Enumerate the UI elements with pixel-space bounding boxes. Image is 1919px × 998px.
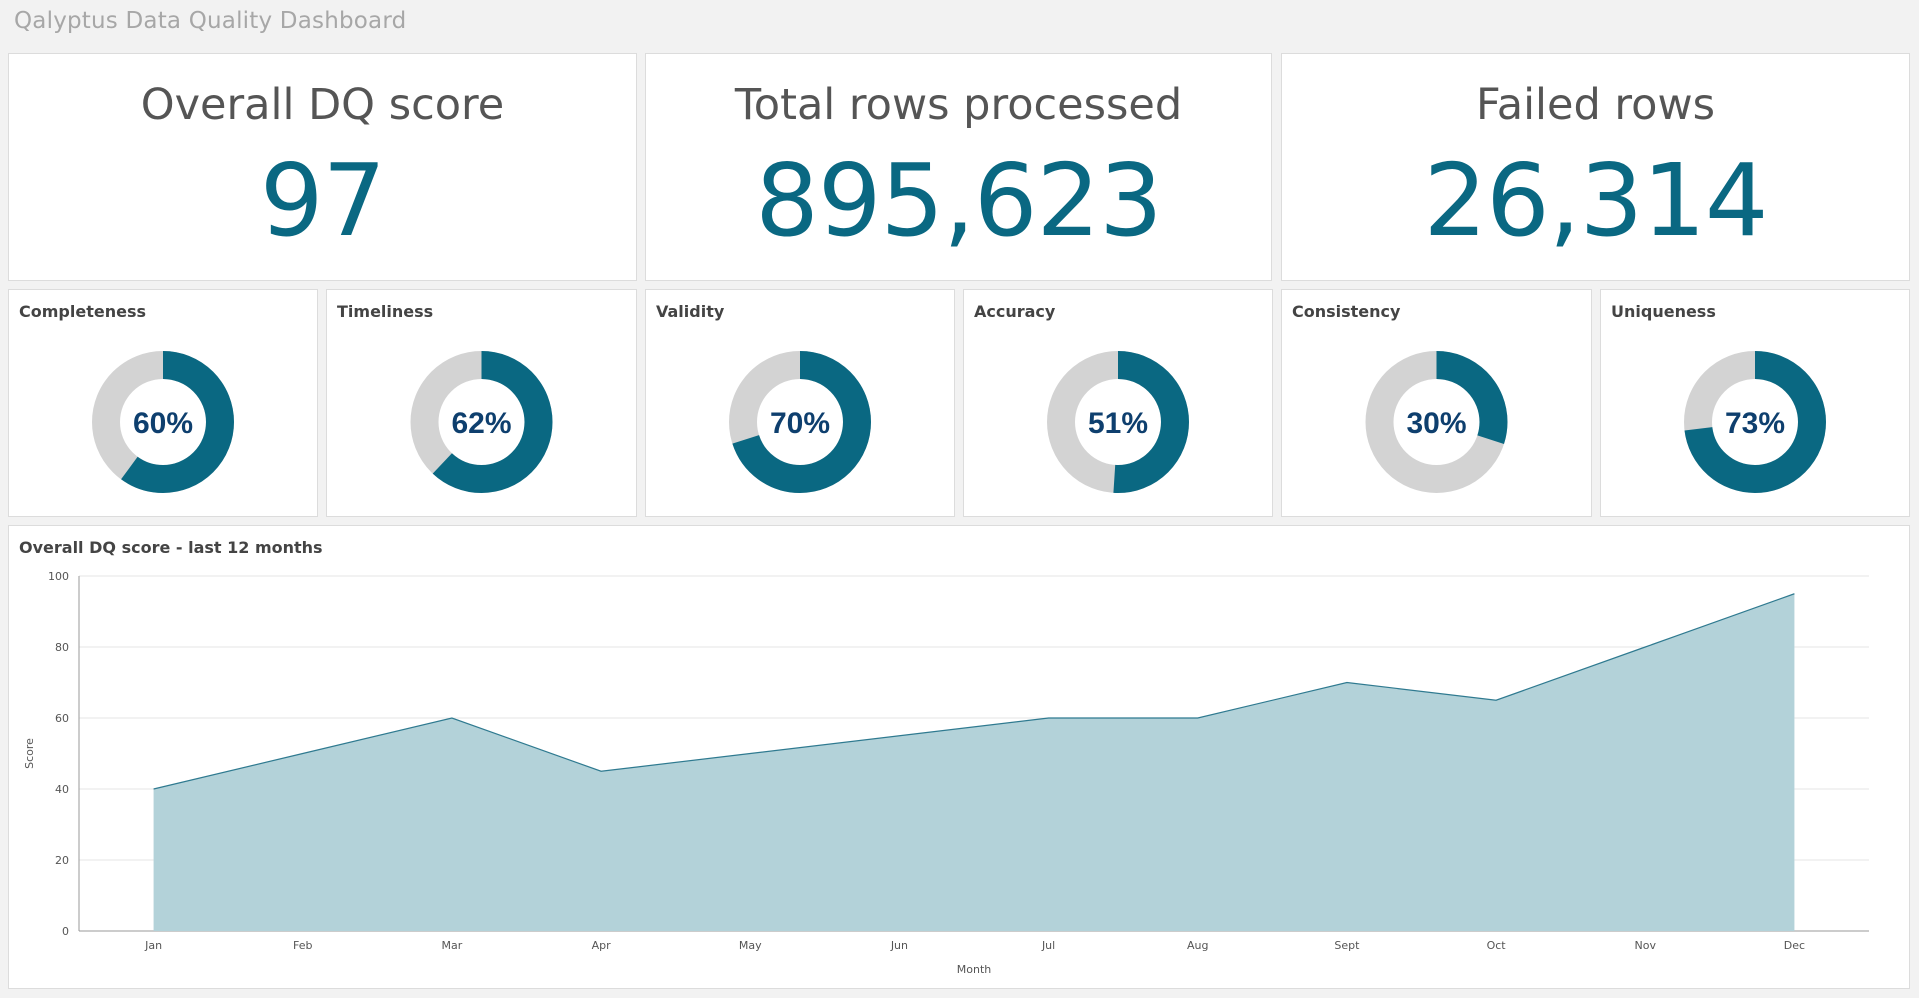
kpi-title: Failed rows	[1475, 80, 1716, 130]
donut-percent-label: 73%	[1725, 407, 1785, 440]
data-point[interactable]	[1195, 715, 1201, 721]
donut-card-completeness[interactable]: Completeness 60%	[8, 289, 318, 517]
donut-value-arc	[1684, 351, 1826, 493]
donut-chart: 70%	[729, 351, 871, 493]
x-tick-label: Jul	[1041, 939, 1055, 952]
donut-chart: 60%	[92, 351, 234, 493]
y-tick-label: 80	[55, 641, 69, 654]
kpi-card-failed-rows[interactable]: Failed rows 26,314	[1281, 53, 1910, 281]
x-tick-label: May	[739, 939, 762, 952]
x-axis-label: Month	[957, 963, 992, 976]
y-tick-label: 0	[62, 925, 69, 938]
area-fill	[153, 593, 1795, 931]
donut-value-arc	[92, 351, 234, 493]
data-point[interactable]	[1642, 644, 1648, 650]
donut-value-arc	[729, 351, 871, 493]
donut-title: Uniqueness	[1611, 302, 1716, 321]
data-point[interactable]	[1791, 591, 1797, 597]
donut-card-validity[interactable]: Validity 70%	[645, 289, 955, 517]
kpi-title: Overall DQ score	[140, 80, 505, 130]
x-tick-label: Apr	[592, 939, 612, 952]
data-point[interactable]	[1046, 715, 1052, 721]
donut-value-arc	[1365, 351, 1508, 493]
donut-percent-label: 60%	[133, 407, 193, 440]
donut-value-arc	[410, 351, 553, 493]
donut-title: Completeness	[19, 302, 146, 321]
kpi-card-overall-dq-score[interactable]: Overall DQ score 97	[8, 53, 637, 281]
x-tick-label: Nov	[1635, 939, 1657, 952]
area-chart: 0 20 40 60 80 100 Jan Feb Mar Apr May Jun Jul Aug Sept…	[23, 570, 1869, 976]
kpi-title: Total rows processed	[734, 80, 1183, 130]
kpi-value: 97	[259, 142, 386, 259]
donut-percent-label: 70%	[770, 407, 830, 440]
data-point[interactable]	[1344, 680, 1350, 686]
data-point[interactable]	[449, 715, 455, 721]
y-axis-label: Score	[23, 738, 36, 769]
kpi-card-total-rows-processed[interactable]: Total rows processed 895,623	[645, 53, 1272, 281]
donut-card-consistency[interactable]: Consistency 30%	[1281, 289, 1592, 517]
donut-title: Accuracy	[974, 302, 1056, 321]
chart-title: Overall DQ score - last 12 months	[19, 538, 323, 557]
x-tick-label: Mar	[442, 939, 463, 952]
donut-card-uniqueness[interactable]: Uniqueness 73%	[1600, 289, 1910, 517]
x-tick-label: Jun	[890, 939, 908, 952]
donut-chart: 73%	[1684, 351, 1826, 493]
x-tick-label: Feb	[293, 939, 312, 952]
donut-percent-label: 51%	[1088, 407, 1148, 440]
donut-percent-label: 62%	[451, 407, 511, 440]
y-tick-label: 20	[55, 854, 69, 867]
x-tick-label: Dec	[1784, 939, 1805, 952]
donut-percent-label: 30%	[1406, 407, 1466, 440]
data-point[interactable]	[1493, 697, 1499, 703]
data-point[interactable]	[598, 768, 604, 774]
data-point[interactable]	[151, 786, 157, 792]
donut-title: Validity	[656, 302, 725, 321]
kpi-value: 895,623	[755, 142, 1163, 259]
donut-card-accuracy[interactable]: Accuracy 51%	[963, 289, 1273, 517]
y-tick-label: 40	[55, 783, 69, 796]
data-point[interactable]	[300, 751, 306, 757]
app-title: Qalyptus Data Quality Dashboard	[14, 8, 407, 34]
x-tick-label: Sept	[1334, 939, 1360, 952]
y-tick-label: 60	[55, 712, 69, 725]
donut-chart: 51%	[1047, 351, 1189, 493]
kpi-value: 26,314	[1423, 142, 1769, 259]
donut-title: Timeliness	[337, 302, 434, 321]
x-tick-label: Aug	[1187, 939, 1208, 952]
donut-value-arc	[1047, 351, 1189, 493]
series-line	[153, 593, 1795, 790]
donut-chart: 62%	[410, 351, 553, 493]
data-point[interactable]	[896, 733, 902, 739]
donut-card-timeliness[interactable]: Timeliness 62%	[326, 289, 637, 517]
y-tick-label: 100	[48, 570, 69, 583]
x-tick-label: Jan	[144, 939, 162, 952]
data-point[interactable]	[747, 751, 753, 757]
chart-card-dq-score-trend[interactable]: Overall DQ score - last 12 months 0 20 40 6…	[8, 525, 1910, 989]
x-tick-label: Oct	[1487, 939, 1507, 952]
donut-chart: 30%	[1365, 351, 1508, 493]
donut-title: Consistency	[1292, 302, 1401, 321]
